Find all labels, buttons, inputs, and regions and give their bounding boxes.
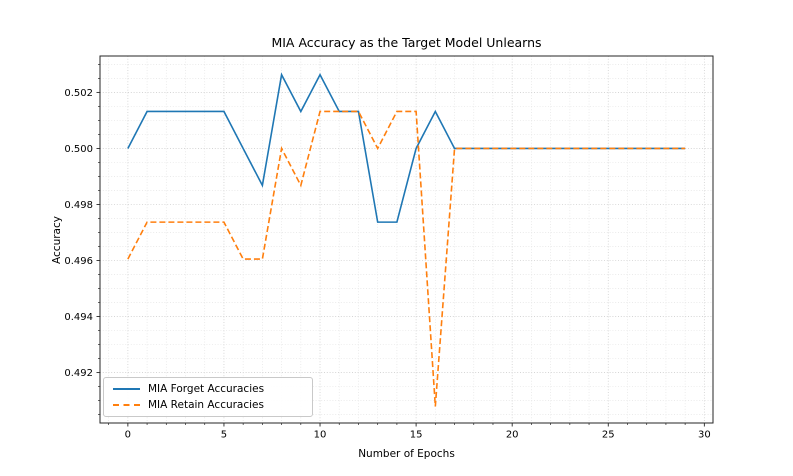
- x-tick-label: 5: [221, 430, 227, 441]
- legend-label-forget: MIA Forget Accuracies: [148, 383, 265, 395]
- x-tick-label: 10: [314, 430, 327, 441]
- x-tick-label: 30: [698, 430, 711, 441]
- legend-item-retain: MIA Retain Accuracies: [113, 399, 303, 411]
- chart-title: MIA Accuracy as the Target Model Unlearn…: [271, 35, 542, 50]
- y-tick-label: 0.492: [64, 368, 93, 379]
- x-tick-label: 20: [506, 430, 519, 441]
- legend-label-retain: MIA Retain Accuracies: [148, 399, 264, 411]
- y-tick-label: 0.494: [64, 312, 93, 323]
- x-tick-label: 25: [602, 430, 615, 441]
- y-tick-label: 0.502: [64, 88, 93, 99]
- retain-accuracy-line: [127, 110, 686, 407]
- y-tick-label: 0.498: [64, 200, 93, 211]
- plot-border: [99, 55, 714, 424]
- retain-line-sample-icon: [113, 404, 140, 406]
- legend: MIA Forget Accuracies MIA Retain Accurac…: [103, 377, 313, 417]
- x-tick-label: 0: [125, 430, 131, 441]
- y-axis-label: Accuracy: [51, 216, 63, 264]
- y-tick-label: 0.496: [64, 256, 93, 267]
- forget-line-sample-icon: [113, 388, 140, 390]
- legend-item-forget: MIA Forget Accuracies: [113, 383, 303, 395]
- y-tick-label: 0.500: [64, 144, 93, 155]
- x-axis-label: Number of Epochs: [358, 448, 455, 460]
- x-tick-label: 15: [410, 430, 423, 441]
